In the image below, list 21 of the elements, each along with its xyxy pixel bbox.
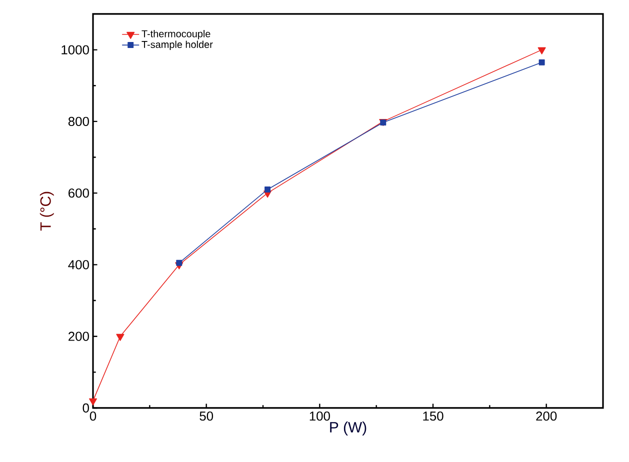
x-tick-label: 0 <box>90 412 96 421</box>
y-tick-label: 1000 <box>62 45 89 54</box>
point <box>176 260 182 266</box>
y-tick-label: 600 <box>68 188 89 198</box>
point <box>88 398 98 406</box>
x-axis-title: P (W) <box>330 422 366 436</box>
point <box>538 59 545 66</box>
y-tick-label: 0 <box>82 403 89 413</box>
x-tick-label: 50 <box>200 412 214 421</box>
point <box>264 186 271 192</box>
legend-label: T-thermocouple <box>142 30 210 40</box>
legend-label: T-sample holder <box>142 40 213 50</box>
y-axis-title: T (°C) <box>40 192 54 231</box>
x-tick-label: 200 <box>536 412 557 421</box>
point <box>538 47 546 54</box>
point <box>116 334 124 341</box>
x-tick-label: 100 <box>310 412 330 421</box>
y-tick-label: 200 <box>68 332 89 341</box>
y-tick-label: 800 <box>68 116 89 126</box>
x-tick-label: 150 <box>423 412 444 421</box>
y-tick-label: 400 <box>68 260 89 270</box>
